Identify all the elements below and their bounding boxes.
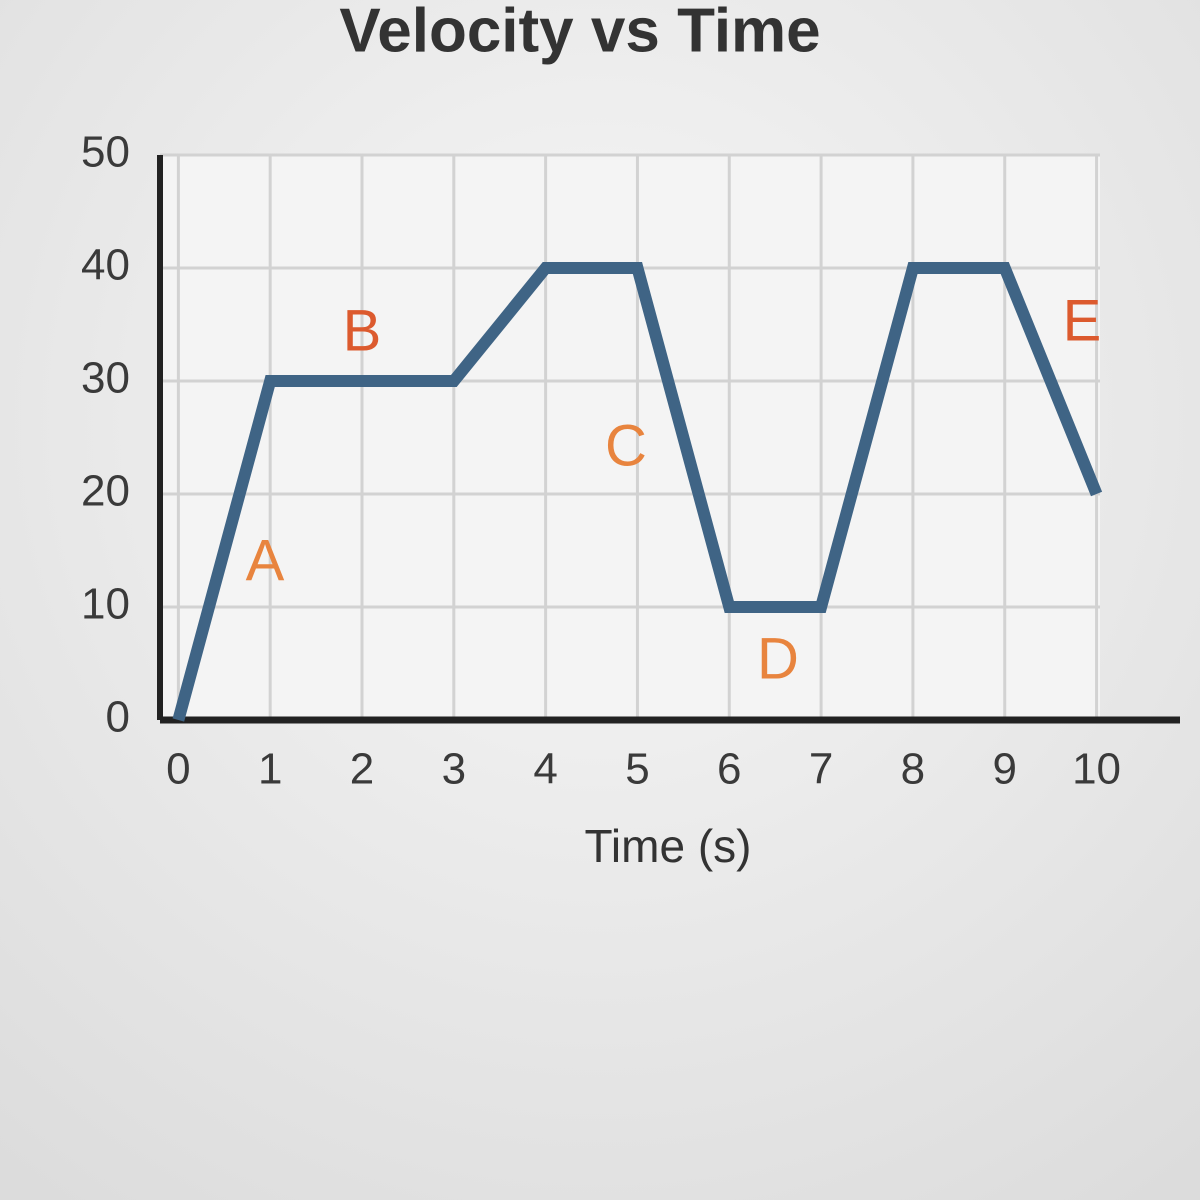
segment-label: C xyxy=(605,413,647,478)
x-tick-label: 6 xyxy=(717,745,741,794)
x-tick-label: 9 xyxy=(992,745,1016,794)
x-tick-label: 2 xyxy=(350,745,374,794)
segment-label: E xyxy=(1063,288,1102,353)
data-line xyxy=(172,262,1103,722)
segment-label: B xyxy=(343,298,382,363)
x-tick-label: 1 xyxy=(258,745,282,794)
y-tick-label: 50 xyxy=(81,128,130,177)
x-tick-label: 3 xyxy=(442,745,466,794)
y-tick-label: 10 xyxy=(81,580,130,629)
y-tick-label: 20 xyxy=(81,467,130,516)
x-tick-label: 0 xyxy=(166,745,190,794)
segment-label: A xyxy=(246,528,285,593)
x-tick-label: 7 xyxy=(809,745,833,794)
plot-area xyxy=(160,155,1100,720)
segment-label: D xyxy=(757,626,799,691)
y-tick-label: 0 xyxy=(106,693,130,742)
x-tick-label: 8 xyxy=(901,745,925,794)
y-tick-label: 30 xyxy=(81,354,130,403)
x-tick-label: 10 xyxy=(1072,745,1121,794)
chart-title: Velocity vs Time xyxy=(339,0,820,65)
y-tick-label: 40 xyxy=(81,241,130,290)
x-axis-label: Time (s) xyxy=(585,820,752,872)
x-tick-label: 4 xyxy=(533,745,557,794)
x-tick-label: 5 xyxy=(625,745,649,794)
